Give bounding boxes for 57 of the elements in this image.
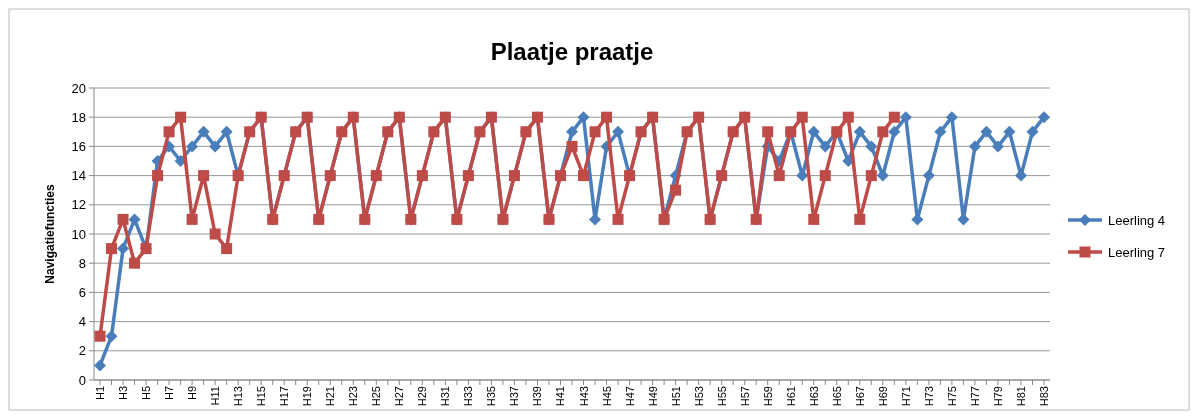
- y-tick-label: 4: [78, 314, 86, 330]
- x-tick-label: H49: [646, 386, 659, 407]
- y-tick-label: 0: [78, 372, 86, 388]
- x-tick-label: H1: [94, 386, 106, 401]
- x-tick-label: H55: [715, 386, 728, 407]
- x-tick-label: H53: [692, 386, 705, 407]
- x-tick-label: H21: [324, 386, 337, 407]
- y-axis-title: Navigatiefuncties: [43, 184, 57, 284]
- chart-title: Plaatje praatje: [490, 38, 654, 65]
- x-tick-label: H13: [232, 386, 245, 407]
- x-tick-label: H15: [255, 386, 268, 407]
- legend-label: Leerling 4: [1108, 212, 1166, 228]
- x-tick-label: H81: [1014, 386, 1027, 407]
- x-tick-label: H31: [439, 386, 452, 407]
- y-tick-label: 10: [71, 226, 86, 242]
- x-tick-label: H5: [140, 386, 153, 401]
- x-tick-label: H79: [991, 386, 1004, 407]
- x-tick-label: H19: [301, 386, 314, 407]
- y-tick-label: 16: [71, 138, 86, 154]
- y-tick-label: 6: [78, 284, 86, 300]
- legend-label: Leerling 7: [1108, 244, 1166, 260]
- x-tick-label: H73: [922, 386, 935, 407]
- x-tick-label: H35: [485, 386, 498, 407]
- x-tick-label: H25: [370, 386, 383, 407]
- x-tick-label: H71: [899, 386, 912, 407]
- x-tick-label: H63: [807, 386, 820, 407]
- x-tick-label: H65: [830, 386, 843, 407]
- x-tick-label: H37: [508, 386, 521, 407]
- y-tick-label: 14: [71, 168, 86, 184]
- x-tick-label: H11: [209, 386, 222, 406]
- y-tick-label: 20: [71, 80, 86, 96]
- x-tick-label: H27: [393, 386, 406, 407]
- x-tick-label: H69: [876, 386, 889, 407]
- x-tick-label: H9: [186, 386, 199, 401]
- y-tick-label: 12: [71, 197, 86, 213]
- x-tick-label: H33: [462, 386, 475, 407]
- y-tick-label: 18: [71, 109, 86, 125]
- x-tick-label: H7: [163, 386, 176, 401]
- x-tick-label: H39: [531, 386, 544, 407]
- x-tick-label: H47: [623, 386, 636, 407]
- x-tick-label: H67: [853, 386, 866, 407]
- x-tick-label: H43: [577, 386, 590, 407]
- x-tick-label: H75: [945, 386, 958, 407]
- x-tick-label: H59: [761, 386, 774, 407]
- x-tick-label: H61: [784, 386, 797, 407]
- x-tick-label: H23: [347, 386, 360, 407]
- x-tick-label: H45: [600, 386, 613, 407]
- x-tick-label: H17: [278, 386, 291, 407]
- x-tick-label: H41: [554, 386, 567, 407]
- x-tick-label: H83: [1038, 386, 1050, 407]
- x-tick-label: H57: [738, 386, 751, 407]
- x-tick-label: H3: [117, 386, 130, 401]
- y-tick-label: 2: [78, 343, 86, 359]
- y-tick-label: 8: [78, 255, 86, 271]
- x-tick-label: H77: [968, 386, 981, 407]
- x-tick-label: H51: [669, 386, 682, 407]
- x-tick-label: H29: [416, 386, 429, 407]
